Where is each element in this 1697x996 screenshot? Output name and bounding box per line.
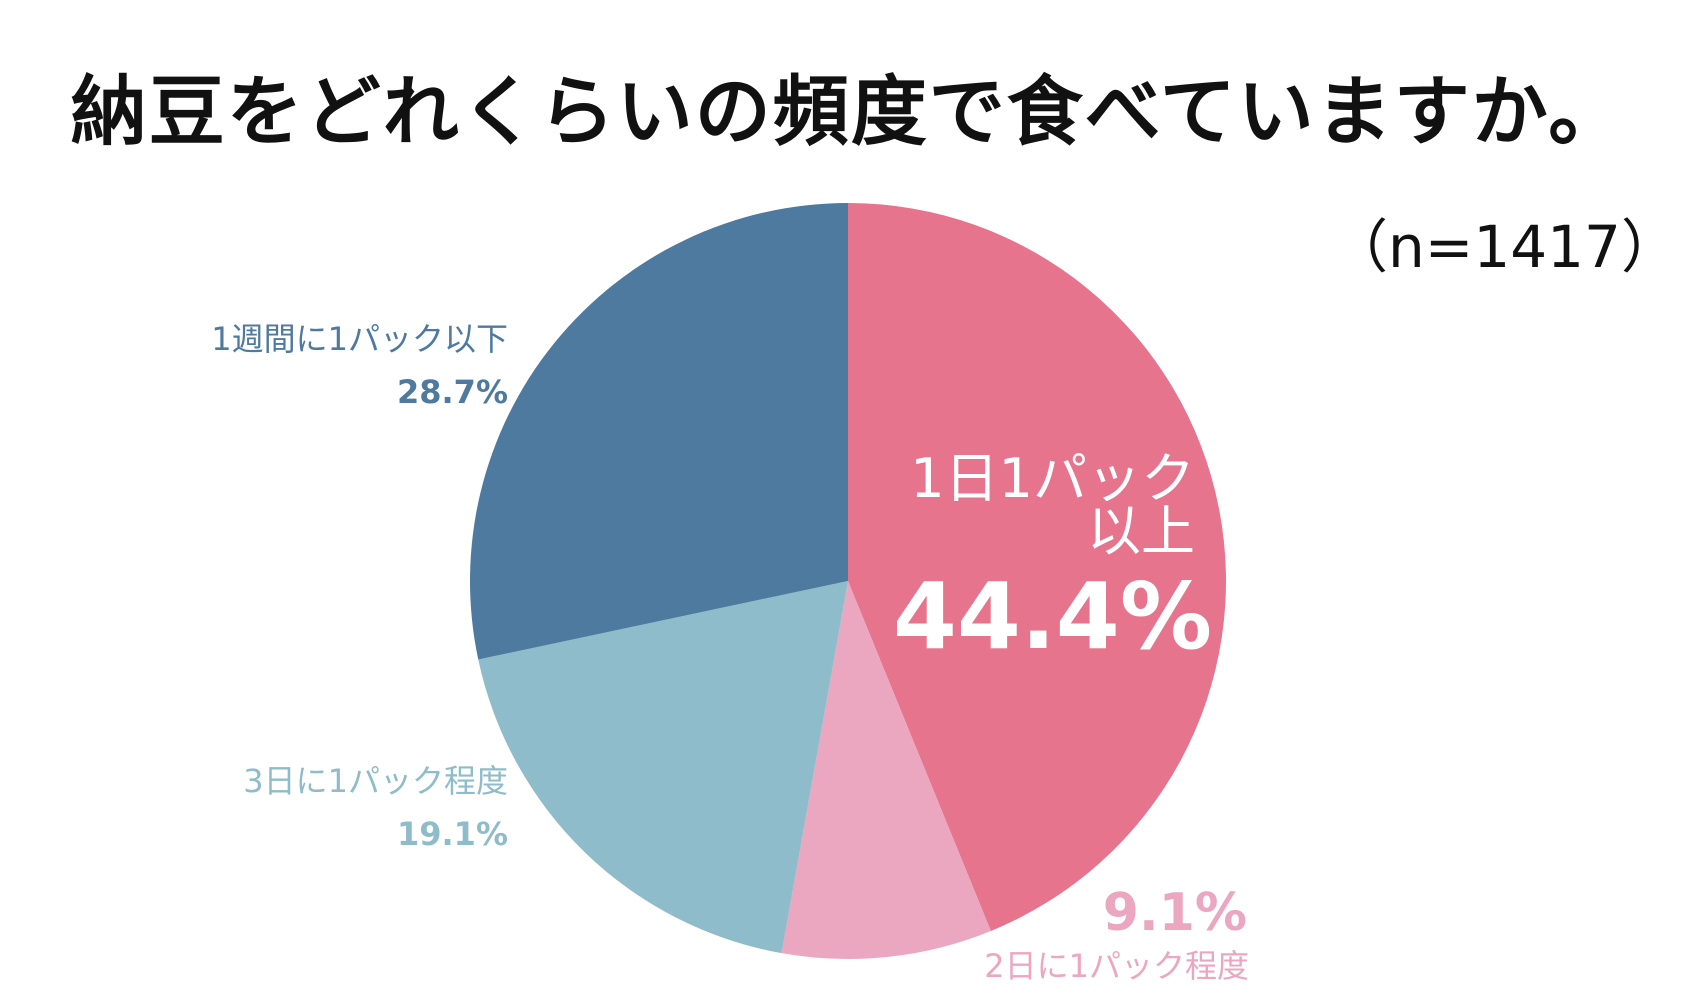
pie-labels: 1日1パック 以上 44.4% 9.1% 2日に1パック程度 3日に1パック程度… [211,320,1249,985]
slice-value-daily: 44.4% [893,563,1212,670]
slice-value-every-two-days: 9.1% [1103,883,1247,943]
pie-slice-every-two-days [781,581,991,959]
pie-slice-daily [848,203,1227,931]
slice-label-daily-line1: 1日1パック [910,447,1195,510]
slice-label-weekly-or-less: 1週間に1パック以下 [211,320,508,358]
pie-slice-every-three-days [478,581,848,954]
sample-size-label: （n=1417） [1330,213,1679,281]
slice-label-daily-line2: 以上 [1087,500,1195,563]
pie-slice-weekly-or-less [470,203,848,660]
slice-value-every-three-days: 19.1% [397,815,508,853]
slice-value-weekly-or-less: 28.7% [397,373,508,411]
slice-label-every-three-days: 3日に1パック程度 [243,762,508,800]
slice-label-every-two-days: 2日に1パック程度 [984,947,1249,985]
chart-title: 納豆をどれくらいの頻度で食べていますか。 [70,67,1627,156]
pie-slices [470,203,1227,959]
